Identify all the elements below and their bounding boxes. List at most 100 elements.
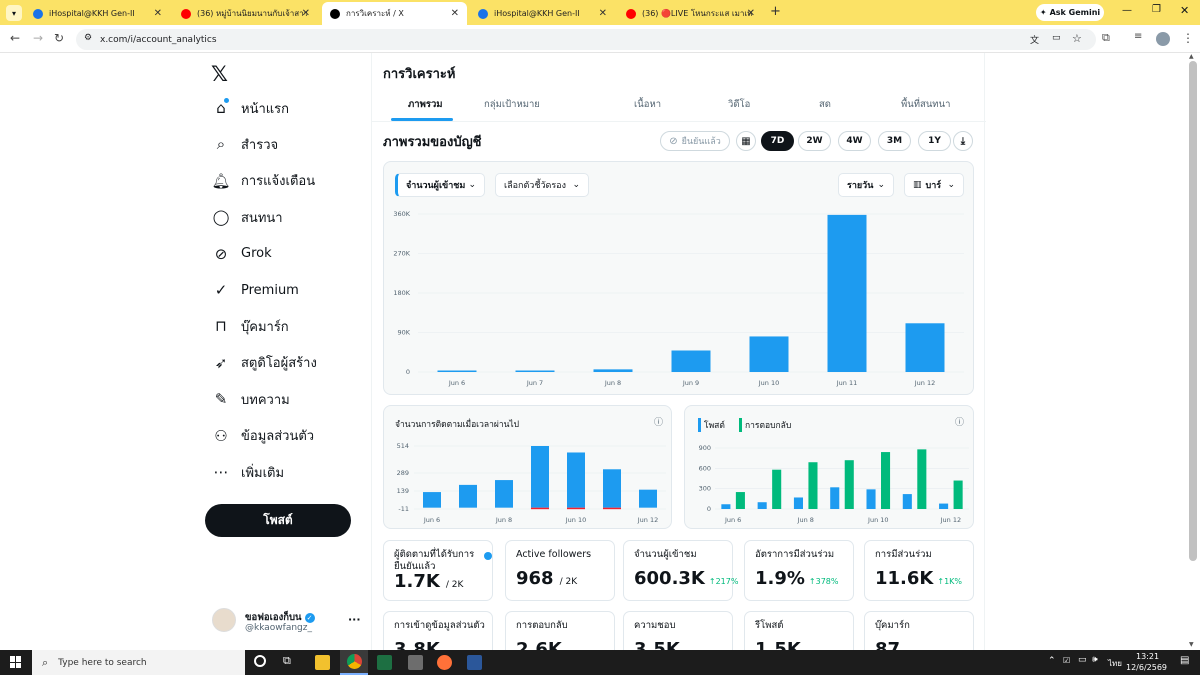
replies-bar[interactable]	[917, 449, 927, 509]
stat-card[interactable]: การตอบกลับ 2.6K	[505, 611, 615, 650]
bar[interactable]	[437, 370, 477, 373]
negative-bar[interactable]	[531, 507, 549, 510]
bar[interactable]	[905, 323, 945, 372]
tray-chevron-icon[interactable]: ⌃	[1048, 656, 1056, 666]
browser-tab-2[interactable]: การวิเคราะห์ / X ✕	[322, 2, 467, 25]
legend-replies[interactable]: การตอบกลับ	[739, 418, 791, 432]
replies-bar[interactable]	[953, 480, 963, 509]
stat-card[interactable]: การมีส่วนร่วม 11.6K ↑1K%	[864, 540, 974, 601]
stat-card[interactable]: รีโพสต์ 1.5K	[744, 611, 854, 650]
range-pill-1[interactable]: 2W	[798, 131, 831, 151]
sidebar-item-10[interactable]: ⋯ เพิ่มเติม	[212, 457, 285, 487]
tray-language[interactable]: ไทย	[1108, 659, 1122, 668]
stat-card[interactable]: บุ๊คมาร์ก 87	[864, 611, 974, 650]
tray-input-icon[interactable]: ☑	[1063, 656, 1071, 665]
calendar-button[interactable]: ▦	[736, 131, 756, 151]
bar[interactable]	[515, 370, 555, 373]
close-window-button[interactable]: ✕	[1180, 4, 1190, 17]
tab-4[interactable]: สด	[819, 99, 831, 110]
post-button[interactable]: โพสต์	[205, 504, 351, 537]
replies-bar[interactable]	[808, 462, 818, 509]
posts-bar[interactable]	[830, 487, 840, 509]
posts-bar[interactable]	[866, 489, 876, 509]
stat-card[interactable]: อัตราการมีส่วนร่วม 1.9% ↑378%	[744, 540, 854, 601]
reload-button[interactable]: ↻	[54, 31, 65, 45]
browser-tab-3[interactable]: iHospital@KKH Gen-II ✕	[470, 2, 615, 25]
tray-speaker-icon[interactable]: 🕪	[1092, 655, 1098, 665]
profile-switcher[interactable]: ขอฟอเองก็บน ✓ @kkaowfangz_ ···	[208, 605, 368, 637]
posts-bar[interactable]	[793, 497, 803, 509]
verified-filter-button[interactable]: ⊘ ยืนยันแล้ว	[660, 131, 730, 151]
chrome-taskbar-active[interactable]	[340, 650, 368, 675]
start-button[interactable]	[10, 656, 22, 668]
maximize-button[interactable]: ❐	[1152, 4, 1161, 15]
sidebar-item-2[interactable]: 🔔︎ การแจ้งเตือน	[211, 166, 315, 196]
tray-network-icon[interactable]: ▭	[1078, 655, 1087, 665]
sidebar-item-3[interactable]: ◯ สนทนา	[212, 202, 283, 232]
bookmark-star-icon[interactable]: ☆	[1072, 32, 1082, 45]
chart-type-dropdown[interactable]: ▥ บาร์ ⌄	[904, 173, 964, 197]
sidebar-item-5[interactable]: ✓ Premium	[212, 275, 299, 305]
firefox-icon[interactable]	[437, 655, 452, 670]
extensions-icon[interactable]: ⧉	[1102, 31, 1110, 44]
tab-2[interactable]: เนื้อหา	[634, 99, 662, 110]
bar[interactable]	[827, 214, 867, 372]
bar[interactable]	[603, 469, 621, 508]
tab-close-icon[interactable]: ✕	[301, 8, 310, 19]
tab-5[interactable]: พื้นที่สนทนา	[901, 99, 951, 110]
tab-search-dropdown[interactable]: ▾	[6, 5, 22, 21]
tab-close-icon[interactable]: ✕	[153, 8, 162, 19]
interval-dropdown[interactable]: รายวัน ⌄	[838, 173, 894, 197]
profile-more-icon[interactable]: ···	[348, 613, 361, 626]
notification-center-icon[interactable]: ▤	[1180, 655, 1190, 666]
replies-bar[interactable]	[844, 460, 854, 509]
tray-clock-time[interactable]: 13:21	[1136, 652, 1160, 661]
sidebar-item-7[interactable]: ➶ สตูดิโอผู้สร้าง	[212, 348, 317, 378]
taskbar-search[interactable]: ⌕ Type here to search	[32, 650, 245, 675]
stat-card[interactable]: Active followers 968 / 2K	[505, 540, 615, 601]
negative-bar[interactable]	[603, 507, 621, 510]
bar[interactable]	[749, 336, 789, 372]
tab-0[interactable]: ภาพรวม	[408, 99, 443, 110]
x-logo[interactable]: 𝕏	[211, 62, 228, 86]
tray-clock-date[interactable]: 12/6/2569	[1126, 663, 1168, 672]
bar[interactable]	[671, 350, 711, 372]
forward-button[interactable]: →	[33, 31, 44, 45]
posts-bar[interactable]	[721, 504, 731, 509]
file-explorer-icon[interactable]	[315, 655, 330, 670]
bar[interactable]	[459, 484, 477, 508]
ask-gemini-button[interactable]: ✦ Ask Gemini	[1036, 4, 1104, 21]
task-view-icon[interactable]	[254, 655, 266, 667]
back-button[interactable]: ←	[10, 31, 21, 45]
posts-bar[interactable]	[939, 503, 949, 509]
tab-close-icon[interactable]: ✕	[598, 8, 607, 19]
browser-tab-1[interactable]: (36) หมู่บ้านนิยมนานกับเจ้าสาวปริศนา✕	[173, 2, 318, 25]
browser-menu-icon[interactable]: ⋮	[1182, 31, 1194, 45]
browser-tab-0[interactable]: iHospital@KKH Gen-II ✕	[25, 2, 170, 25]
range-pill-3[interactable]: 3M	[878, 131, 911, 151]
bar[interactable]	[593, 369, 633, 372]
bar[interactable]	[639, 489, 657, 508]
sidebar-item-4[interactable]: ⊘ Grok	[212, 239, 272, 269]
scroll-down-arrow[interactable]: ▼	[1189, 641, 1194, 648]
info-icon[interactable]: ⓘ	[955, 418, 965, 428]
replies-bar[interactable]	[772, 469, 782, 509]
replies-bar[interactable]	[881, 452, 891, 509]
download-button[interactable]: ⤓	[953, 131, 973, 151]
url-field[interactable]: ⚙ x.com/i/account_analytics 文 ▭ ☆	[76, 29, 1096, 50]
sidebar-item-1[interactable]: ⌕ สำรวจ	[212, 129, 278, 159]
posts-bar[interactable]	[902, 494, 912, 509]
browser-tab-4[interactable]: (36) 🔴LIVE โหนกระแส เมาเหา ✕	[618, 2, 763, 25]
scroll-up-arrow[interactable]: ▲	[1189, 53, 1194, 60]
metric-dropdown[interactable]: จำนวนผู้เข้าชม ⌄	[395, 173, 485, 197]
tab-3[interactable]: วิดีโอ	[728, 99, 751, 110]
posts-bar[interactable]	[757, 502, 767, 509]
compare-metric-dropdown[interactable]: เลือกตัวชี้วัดรอง ⌄	[495, 173, 589, 197]
tab-close-icon[interactable]: ✕	[746, 8, 755, 19]
info-icon[interactable]: ⓘ	[654, 418, 664, 428]
range-pill-4[interactable]: 1Y	[918, 131, 951, 151]
stat-card[interactable]: จำนวนผู้เข้าชม 600.3K ↑217%	[623, 540, 738, 601]
minimize-button[interactable]: —	[1122, 5, 1132, 16]
stat-card[interactable]: ผู้ติดตามที่ได้รับการยืนยันแล้ว 1.7K / 2K	[383, 540, 493, 601]
sidebar-item-0[interactable]: ⌂ หน้าแรก	[212, 93, 289, 123]
